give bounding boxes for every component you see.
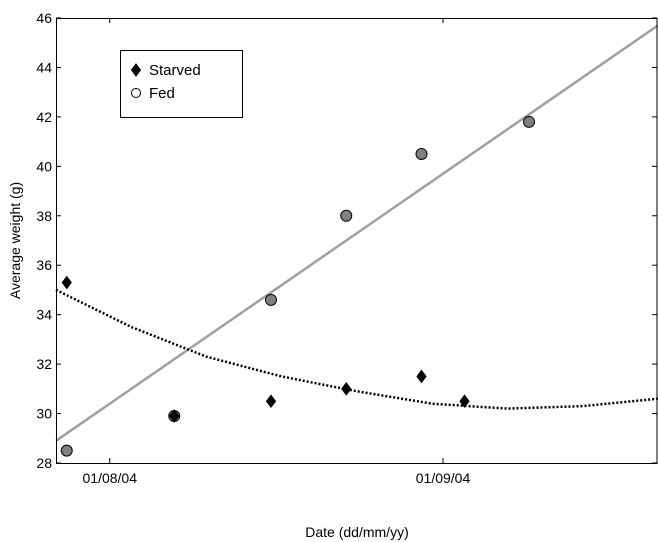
fit-line-starved bbox=[55, 288, 658, 410]
legend-box bbox=[120, 50, 243, 118]
point-fed bbox=[60, 444, 73, 457]
y-tick-label: 34 bbox=[36, 307, 52, 323]
point-starved bbox=[61, 275, 72, 290]
y-tick-label: 38 bbox=[36, 208, 52, 224]
y-tick-label: 44 bbox=[36, 59, 52, 75]
y-tick-label: 46 bbox=[36, 10, 52, 26]
legend-marker-fed bbox=[131, 88, 141, 98]
legend: Starved Fed bbox=[120, 50, 243, 118]
point-fed bbox=[340, 209, 353, 222]
y-tick-label: 36 bbox=[36, 257, 52, 273]
legend-label-starved: Starved bbox=[149, 62, 201, 79]
fit-line-fed bbox=[55, 24, 658, 442]
axes: 28 30 32 34 36 38 40 42 44 46 01/08/04 01/09/04 bbox=[36, 10, 657, 486]
point-starved bbox=[265, 394, 277, 409]
point-starved bbox=[459, 394, 470, 409]
y-tick-label: 28 bbox=[36, 455, 52, 471]
x-tick-label: 01/08/04 bbox=[83, 470, 138, 486]
y-tick-label: 30 bbox=[36, 406, 52, 422]
x-tick-label: 01/09/04 bbox=[416, 470, 471, 486]
y-tick-label: 42 bbox=[36, 109, 52, 125]
legend-marker-starved bbox=[130, 63, 142, 77]
x-axis-label: Date (dd/mm/yy) bbox=[305, 524, 408, 540]
y-tick-label: 40 bbox=[36, 158, 52, 174]
legend-label-fed: Fed bbox=[149, 85, 175, 102]
point-fed bbox=[415, 147, 428, 160]
data-points bbox=[60, 115, 535, 457]
point-starved bbox=[341, 382, 352, 396]
y-axis-label: Average weight (g) bbox=[7, 182, 23, 299]
point-fed bbox=[265, 293, 277, 306]
fit-lines bbox=[55, 24, 658, 442]
point-fed bbox=[523, 115, 535, 128]
plot-frame bbox=[56, 18, 658, 464]
y-tick-label: 32 bbox=[36, 356, 52, 372]
point-starved bbox=[169, 409, 180, 423]
point-starved bbox=[416, 369, 427, 384]
